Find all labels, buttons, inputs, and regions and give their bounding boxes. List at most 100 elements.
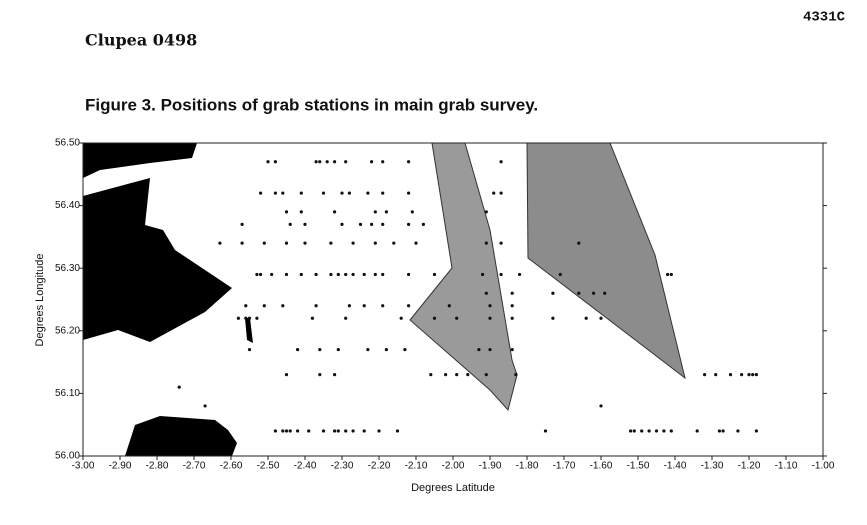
land — [245, 318, 253, 343]
x-tick-label: -1.50 — [627, 461, 650, 472]
station-point — [714, 373, 718, 377]
station-point — [318, 373, 322, 377]
station-point — [740, 373, 744, 377]
station-point — [362, 304, 366, 308]
station-point — [314, 272, 318, 277]
x-tick-label: -1.30 — [701, 461, 724, 472]
station-point — [177, 385, 181, 389]
station-point — [384, 347, 388, 352]
station-point — [362, 429, 366, 433]
station-point — [488, 347, 492, 352]
station-point — [381, 191, 385, 195]
station-point — [344, 316, 348, 320]
station-point — [518, 272, 522, 277]
station-point — [321, 191, 326, 195]
station-point — [728, 373, 733, 377]
x-tick-label: -1.90 — [479, 461, 502, 472]
station-point — [333, 373, 337, 377]
station-point — [381, 222, 385, 226]
station-point — [407, 191, 411, 195]
station-point — [455, 373, 459, 377]
station-point — [240, 222, 244, 226]
station-point — [484, 241, 488, 245]
station-point — [647, 429, 651, 433]
x-tick-label: -2.00 — [442, 461, 465, 472]
station-point — [310, 316, 314, 320]
station-point — [284, 241, 289, 245]
station-point — [510, 304, 514, 308]
station-point — [296, 347, 300, 352]
station-point — [333, 210, 337, 214]
station-point — [466, 373, 470, 377]
station-point — [336, 272, 340, 277]
station-point — [577, 241, 581, 245]
station-point — [303, 222, 307, 226]
station-point — [551, 316, 555, 320]
station-point — [358, 222, 363, 226]
shaded-area — [409, 142, 518, 412]
station-point — [592, 291, 596, 295]
station-point — [444, 373, 448, 377]
station-point — [325, 160, 329, 164]
station-point — [510, 316, 514, 320]
station-point — [351, 429, 355, 433]
station-point — [488, 304, 492, 308]
station-point — [203, 404, 207, 408]
land — [83, 178, 232, 342]
x-tick-label: -2.40 — [294, 461, 317, 472]
station-point — [499, 272, 503, 277]
x-tick-label: -2.30 — [331, 461, 354, 472]
station-point — [370, 222, 374, 226]
station-point — [632, 429, 636, 433]
x-tick-label: -2.60 — [220, 461, 243, 472]
station-point — [492, 191, 496, 195]
station-point — [299, 191, 303, 195]
station-point — [429, 373, 433, 377]
station-point — [218, 241, 222, 245]
station-point — [370, 160, 374, 164]
station-point — [703, 373, 707, 377]
x-tick-label: -1.20 — [738, 461, 761, 472]
station-point — [318, 160, 322, 164]
station-point — [321, 429, 326, 433]
station-point — [284, 429, 289, 433]
station-point — [344, 160, 348, 164]
station-point — [488, 316, 492, 320]
station-point — [584, 316, 588, 320]
station-point — [299, 210, 303, 214]
station-point — [273, 191, 277, 195]
chart-title: Figure 3. Positions of grab stations in … — [85, 95, 538, 114]
station-point — [666, 272, 670, 277]
station-point — [373, 272, 377, 277]
station-point — [403, 347, 407, 352]
station-point — [754, 429, 759, 433]
x-tick-label: -1.10 — [775, 461, 798, 472]
station-point — [499, 160, 503, 164]
station-point — [481, 272, 485, 277]
station-point — [255, 272, 259, 277]
station-point — [344, 429, 348, 433]
x-tick-label: -2.90 — [109, 461, 132, 472]
station-point — [247, 347, 252, 352]
station-point — [351, 241, 355, 245]
station-point — [329, 272, 333, 277]
station-point — [654, 429, 659, 433]
station-point — [362, 272, 366, 277]
station-point — [307, 429, 311, 433]
station-point — [414, 241, 418, 245]
station-point — [281, 191, 285, 195]
station-point — [381, 304, 385, 308]
station-point — [314, 304, 318, 308]
station-point — [340, 222, 344, 226]
station-point — [284, 373, 289, 377]
station-point — [603, 291, 607, 295]
land — [83, 143, 197, 178]
station-point — [288, 429, 292, 433]
station-point — [314, 160, 318, 164]
station-point — [736, 429, 740, 433]
station-point — [484, 210, 488, 214]
station-point — [747, 373, 751, 377]
x-tick-label: -2.50 — [257, 461, 280, 472]
document-code: 4331C — [803, 10, 846, 26]
station-point — [259, 191, 263, 195]
